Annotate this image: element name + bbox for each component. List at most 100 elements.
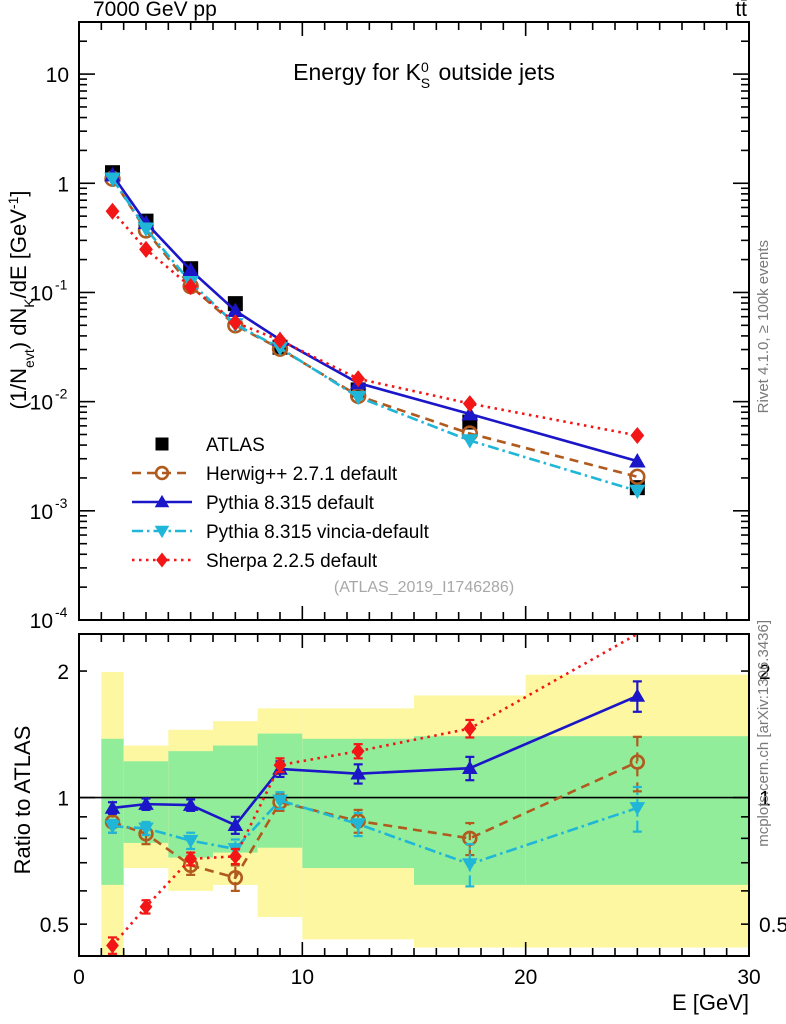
legend-label-pythia: Pythia 8.315 default: [206, 493, 375, 514]
legend-label-atlas: ATLAS: [206, 435, 265, 456]
marker-triangle-up: [138, 796, 154, 810]
main-y-tick-label: 1: [57, 173, 69, 196]
marker-triangle-up: [227, 302, 244, 318]
plot-title: Energy for K0 S outside jets: [293, 59, 555, 91]
marker-diamond: [351, 743, 365, 760]
marker-diamond: [351, 370, 366, 388]
x-tick-label: 30: [737, 966, 760, 989]
marker-diamond: [630, 426, 645, 444]
ratio-y-tick-label-right: 2: [759, 661, 771, 684]
main-y-tick-label: 10: [46, 64, 69, 87]
marker-triangle-down: [138, 822, 154, 836]
series-sherpa: [105, 202, 645, 444]
series-herwig: [104, 170, 646, 485]
legend-item-vincia[interactable]: Pythia 8.315 vincia-default: [132, 522, 430, 543]
main-y-tick-exponent: -2: [55, 386, 68, 402]
header-beam-label: 7000 GeV pp: [93, 0, 217, 21]
legend-item-atlas[interactable]: ATLAS: [155, 435, 265, 456]
main-y-tick-exponent: -4: [55, 604, 68, 620]
rivet-version-label: Rivet 4.1.0, ≥ 100k events: [755, 240, 772, 413]
marker-triangle-down: [104, 820, 121, 834]
marker-triangle-down: [349, 390, 367, 406]
marker-triangle-up: [104, 800, 121, 814]
marker-triangle-down: [137, 222, 155, 237]
marker-triangle-down: [350, 818, 366, 832]
marker-diamond: [106, 937, 119, 954]
x-axis-title: E [GeV]: [672, 990, 749, 1015]
main-y-tick-exponent: -3: [55, 495, 68, 511]
legend-label-herwig: Herwig++ 2.7.1 default: [206, 464, 398, 485]
marker-diamond: [228, 314, 243, 332]
ratio-line-pythia: [112, 694, 638, 827]
ratio-y-tick-label-right: 1: [759, 788, 771, 811]
legend-item-herwig[interactable]: Herwig++ 2.7.1 default: [132, 464, 398, 485]
plot-title-text: Energy for K0 S outside jets: [293, 59, 555, 91]
dataset-watermark: (ATLAS_2019_I1746286): [334, 579, 514, 596]
marker-triangle-down: [154, 525, 170, 539]
ratio-y-tick-label: 0.5: [40, 914, 69, 937]
x-tick-label: 20: [514, 966, 537, 989]
legend-label-vincia: Pythia 8.315 vincia-default: [206, 522, 430, 543]
x-ticks: [78, 22, 750, 620]
marker-triangle-down: [462, 858, 478, 872]
ratio-series-sherpa: [106, 632, 638, 955]
marker-diamond: [273, 331, 287, 349]
marker-circle: [154, 465, 170, 481]
marker-diamond: [184, 850, 198, 867]
series-line-pythia: [111, 174, 638, 463]
marker-triangle-down: [272, 794, 288, 808]
legend: ATLAS Herwig++ 2.7.1 default Pythia 8.315 …: [132, 435, 430, 572]
main-y-axis-title-text: (1/Nevt) dNK/dE [GeV-1]: [5, 190, 37, 409]
marker-triangle-down: [104, 172, 121, 187]
marker-diamond: [139, 898, 153, 915]
x-tick-label: 10: [291, 966, 314, 989]
marker-diamond: [105, 202, 120, 220]
marker-triangle-up: [629, 688, 646, 702]
main-y-tick-label: 10: [30, 501, 53, 524]
series-line-herwig: [111, 178, 638, 479]
marker-diamond: [462, 395, 477, 413]
marker-triangle-down: [629, 484, 646, 500]
legend-item-sherpa[interactable]: Sherpa 2.2.5 default: [132, 551, 378, 572]
marker-triangle-up: [350, 766, 366, 780]
marker-triangle-up: [461, 405, 479, 421]
series-line-vincia: [111, 178, 638, 493]
ratio-line-sherpa: [111, 632, 638, 947]
marker-square: [155, 437, 169, 451]
marker-diamond: [228, 848, 242, 865]
marker-diamond: [463, 720, 477, 737]
marker-triangle-up: [182, 262, 199, 277]
marker-diamond: [183, 278, 198, 296]
main-y-tick-label: 10: [30, 282, 53, 305]
marker-circle: [629, 468, 646, 485]
legend-item-pythia[interactable]: Pythia 8.315 default: [132, 493, 375, 514]
band-inner-segment: [302, 738, 414, 869]
legend-label-sherpa: Sherpa 2.2.5 default: [206, 551, 378, 572]
ratio-panel-series: [104, 632, 646, 955]
marker-diamond: [273, 757, 287, 774]
header-process-label: tt̄: [735, 0, 747, 21]
main-y-axis-title: (1/Nevt) dNK/dE [GeV-1]: [5, 190, 37, 409]
marker-triangle-up: [182, 797, 199, 811]
series-atlas: [105, 165, 645, 496]
x-ticks: [78, 634, 750, 956]
ratio-y-ticks: [79, 670, 749, 925]
marker-triangle-up: [629, 453, 646, 468]
ratio-y-axis-title: Ratio to ATLAS: [10, 726, 35, 875]
band-inner-segment: [213, 745, 258, 853]
ratio-y-tick-label: 2: [57, 661, 69, 684]
ratio-y-tick-label-right: 0.5: [759, 914, 786, 937]
band-inner-segment: [257, 733, 303, 848]
marker-triangle-down: [629, 802, 646, 816]
marker-triangle-down: [271, 341, 289, 357]
mcplots-reference-label: mcplots.cern.ch [arXiv:1306.3436]: [755, 620, 772, 847]
marker-diamond: [139, 240, 153, 258]
marker-triangle-up: [462, 760, 478, 774]
main-y-tick-label: 10: [30, 392, 53, 415]
ratio-y-tick-label: 1: [57, 788, 69, 811]
main-panel-series: [104, 165, 646, 500]
marker-circle: [227, 869, 244, 886]
marker-triangle-up: [227, 817, 244, 831]
